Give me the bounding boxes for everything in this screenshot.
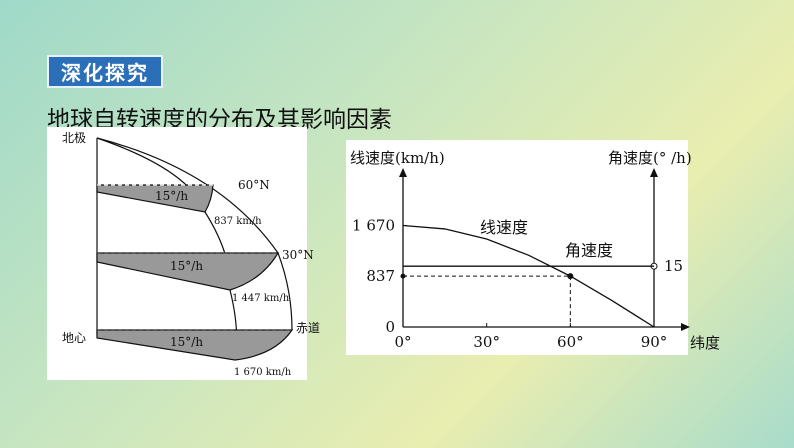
label: 60°N bbox=[238, 178, 270, 192]
earth-diagram bbox=[96, 137, 294, 361]
x-axis-label: 纬度 bbox=[690, 334, 720, 352]
point bbox=[400, 273, 406, 279]
y2-tick-label: 15 bbox=[664, 257, 683, 275]
angular-label: 15°/h bbox=[155, 189, 188, 203]
chart-panel bbox=[346, 140, 688, 355]
y-axis-label: 线速度(km/h) bbox=[350, 149, 445, 167]
series-label: 线速度 bbox=[480, 218, 528, 237]
speed-label: 837 km/h bbox=[214, 216, 262, 227]
slice-30 bbox=[96, 252, 280, 291]
y-tick-label: 0 bbox=[385, 318, 395, 336]
rim-arc bbox=[96, 137, 293, 331]
arrow bbox=[681, 323, 690, 331]
label: 30°N bbox=[282, 248, 314, 262]
point bbox=[567, 273, 574, 280]
speed-label: 1 447 km/h bbox=[232, 293, 290, 304]
chart: 线速度(km/h) 角速度(° /h) 纬度 0° 30° 60° 90° 0 837 1 670… bbox=[350, 149, 720, 352]
arrow bbox=[399, 168, 407, 177]
label: 赤道 bbox=[296, 321, 320, 335]
y2-axis-label: 角速度(° /h) bbox=[608, 149, 692, 167]
x-tick-label: 30° bbox=[473, 333, 500, 351]
y-tick-label: 1 670 bbox=[352, 216, 395, 234]
speed-label: 1 670 km/h bbox=[234, 367, 292, 378]
label: 地心 bbox=[62, 331, 86, 345]
arrow bbox=[650, 168, 658, 177]
series-line bbox=[402, 224, 655, 328]
x-tick-label: 0° bbox=[394, 333, 411, 351]
label: 北极 bbox=[62, 131, 86, 145]
angular-label: 15°/h bbox=[170, 259, 203, 273]
slice-0 bbox=[96, 329, 294, 361]
series-label: 角速度 bbox=[565, 241, 613, 260]
section-badge: 深化探究 bbox=[47, 55, 163, 88]
x-tick-label: 60° bbox=[557, 333, 584, 351]
slice-60 bbox=[96, 184, 214, 213]
y-tick-label: 837 bbox=[366, 267, 395, 285]
x-tick-label: 90° bbox=[641, 333, 668, 351]
front-arc bbox=[96, 137, 238, 361]
angular-label: 15°/h bbox=[170, 335, 203, 349]
